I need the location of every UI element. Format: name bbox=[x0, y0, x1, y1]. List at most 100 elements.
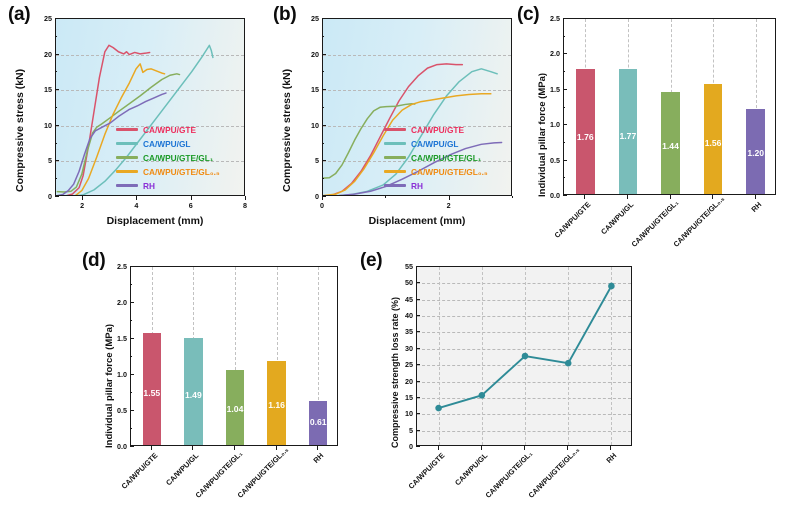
panel-a: (a) 0 5 10 15 20 25 2 4 6 8 Compressive stress (kN)… bbox=[0, 0, 265, 240]
panel-b-ytick-label: 25 bbox=[311, 14, 319, 23]
panel-e-curve bbox=[435, 282, 615, 412]
panel-b-ytick-minor bbox=[322, 35, 325, 37]
panel-a-legend-item[interactable]: CA/WPU/GTE/GL₀.₅ bbox=[116, 165, 220, 178]
panel-e-ytick bbox=[416, 266, 420, 267]
panel-a-series-2 bbox=[56, 73, 181, 193]
panel-c-xtick bbox=[754, 195, 756, 199]
panel-e-marker[interactable] bbox=[521, 352, 529, 360]
panel-b-legend-label: CA/WPU/GL bbox=[411, 138, 459, 149]
legend-swatch-icon bbox=[116, 128, 138, 131]
panel-c-bar[interactable]: 1.77 bbox=[618, 68, 638, 194]
panel-b-ytick bbox=[322, 124, 326, 126]
panel-b-legend-item[interactable]: CA/WPU/GTE bbox=[384, 123, 488, 136]
panel-e-xtick bbox=[480, 446, 482, 450]
panel-a-ytick-minor bbox=[55, 71, 58, 73]
panel-b-legend-label: CA/WPU/GTE/GL₁ bbox=[411, 152, 482, 163]
panel-a-legend: CA/WPU/GTE CA/WPU/GL CA/WPU/GTE/GL₁ CA/WPU/… bbox=[116, 123, 220, 193]
panel-e-marker[interactable] bbox=[478, 391, 486, 399]
panel-b-plot-area bbox=[322, 18, 512, 196]
panel-e-ytick bbox=[416, 331, 420, 333]
panel-d-bar[interactable]: 1.55 bbox=[142, 333, 161, 445]
panel-a-xtick-label: 8 bbox=[243, 201, 247, 210]
panel-c-bar-value: 1.44 bbox=[662, 141, 679, 152]
panel-c-bar[interactable]: 1.56 bbox=[703, 83, 723, 194]
panel-d-ytick-label: 1.5 bbox=[117, 334, 127, 343]
panel-a-ylabel: Compressive stress (kN) bbox=[14, 68, 26, 192]
panel-e-ytick bbox=[416, 298, 420, 300]
panel-b-legend-item[interactable]: CA/WPU/GL bbox=[384, 137, 488, 150]
legend-swatch-icon bbox=[116, 142, 138, 145]
panel-c-bar[interactable]: 1.44 bbox=[661, 92, 680, 194]
panel-d-ytick bbox=[130, 302, 134, 303]
panel-b-legend-item[interactable]: CA/WPU/GTE/GL₀.₅ bbox=[384, 165, 488, 178]
panel-d-ytick bbox=[130, 410, 134, 411]
panel-a-xlabel: Displacement (mm) bbox=[106, 215, 204, 227]
panel-b-curves bbox=[323, 63, 503, 195]
panel-a-series-0 bbox=[66, 44, 151, 195]
panel-d-ytick bbox=[130, 446, 134, 447]
panel-b-legend-item[interactable]: RH bbox=[384, 179, 488, 192]
panel-c-ytick bbox=[563, 195, 567, 196]
panel-a-legend-label: CA/WPU/GL bbox=[143, 138, 191, 149]
panel-e-ytick bbox=[416, 315, 420, 317]
panel-a-ytick-minor bbox=[55, 178, 58, 180]
panel-e-marker[interactable] bbox=[608, 282, 615, 290]
panel-d-ytick-label: 1.0 bbox=[117, 370, 127, 379]
panel-d-gridline bbox=[276, 267, 278, 445]
panel-d-ylabel: Individual pillar force (MPa) bbox=[104, 323, 115, 448]
panel-c-ytick-minor bbox=[563, 177, 566, 179]
panel-b-ytick-label: 20 bbox=[311, 49, 319, 59]
panel-a-label: (a) bbox=[8, 4, 31, 25]
panel-d-ytick-minor bbox=[130, 284, 133, 285]
panel-d-bar[interactable]: 0.61 bbox=[309, 401, 328, 445]
legend-swatch-icon bbox=[116, 156, 138, 159]
panel-b-ytick-minor bbox=[322, 178, 325, 180]
panel-d-bar[interactable]: 1.49 bbox=[184, 337, 203, 445]
panel-a-legend-item[interactable]: CA/WPU/GL bbox=[116, 137, 220, 150]
panel-d-bar[interactable]: 1.16 bbox=[267, 361, 286, 445]
panel-c-bar[interactable]: 1.20 bbox=[746, 109, 766, 194]
panel-b-ylabel: Compressive stress (kN) bbox=[281, 68, 293, 192]
panel-a-legend-item[interactable]: CA/WPU/GTE bbox=[116, 123, 220, 136]
panel-c-category-label: CA/WPU/GTE bbox=[552, 200, 593, 240]
panel-a-xtick bbox=[245, 196, 246, 200]
panel-d-bar[interactable]: 1.04 bbox=[225, 370, 245, 445]
panel-c-gridline bbox=[755, 19, 757, 194]
panel-d-xtick bbox=[192, 446, 194, 450]
panel-a-curves bbox=[56, 44, 214, 195]
panel-c-xtick bbox=[669, 195, 671, 199]
panel-a-ytick bbox=[55, 18, 59, 19]
panel-b-ytick bbox=[322, 18, 326, 19]
panel-b-ytick-label: 15 bbox=[311, 85, 319, 95]
panel-c-ylabel: Individual pillar force (MPa) bbox=[537, 72, 548, 197]
panel-a-legend-item[interactable]: CA/WPU/GTE/GL₁ bbox=[116, 151, 220, 164]
panel-e-gridline-v bbox=[481, 267, 483, 445]
panel-b-legend-item[interactable]: CA/WPU/GTE/GL₁ bbox=[384, 151, 488, 164]
panel-b-gridline bbox=[323, 54, 511, 56]
panel-c-ytick-minor bbox=[563, 35, 566, 37]
panel-b-xtick-label: 2 bbox=[446, 201, 451, 210]
legend-swatch-icon bbox=[384, 170, 406, 173]
panel-b-legend-label: RH bbox=[411, 180, 423, 191]
panel-e-line bbox=[438, 285, 613, 409]
panel-b-ytick-minor bbox=[322, 107, 325, 108]
panel-c-ytick-minor bbox=[563, 71, 566, 73]
panel-c-plot-area: 1.76 1.77 1.44 1.56 1.20 bbox=[563, 18, 776, 195]
panel-e-marker[interactable] bbox=[435, 404, 442, 412]
panel-d-xtick bbox=[275, 446, 277, 450]
panel-c-category-label: CA/WPU/GTE/GL₀.₅ bbox=[671, 194, 727, 249]
panel-d-xtick bbox=[150, 446, 152, 450]
panel-d: (d) 1.55 1.49 1.04 1.16 0.61 0.0 0.5 1.0 1.5 2.0 2.… bbox=[80, 248, 360, 516]
panel-c-bar[interactable]: 1.76 bbox=[575, 69, 595, 194]
panel-b-ytick bbox=[322, 53, 326, 55]
panel-b-label: (b) bbox=[273, 4, 297, 25]
panel-d-ytick-minor bbox=[130, 356, 133, 357]
panel-a-ytick bbox=[55, 160, 59, 162]
panel-e-marker[interactable] bbox=[564, 359, 572, 367]
panel-e-gridline-h bbox=[417, 348, 631, 350]
panel-b-ytick bbox=[322, 196, 326, 197]
panel-a-legend-item[interactable]: RH bbox=[116, 179, 220, 192]
panel-a-ytick-label: 0 bbox=[48, 192, 52, 201]
panel-d-ytick-minor bbox=[130, 428, 133, 429]
panel-c-bar-value: 1.77 bbox=[619, 131, 637, 142]
